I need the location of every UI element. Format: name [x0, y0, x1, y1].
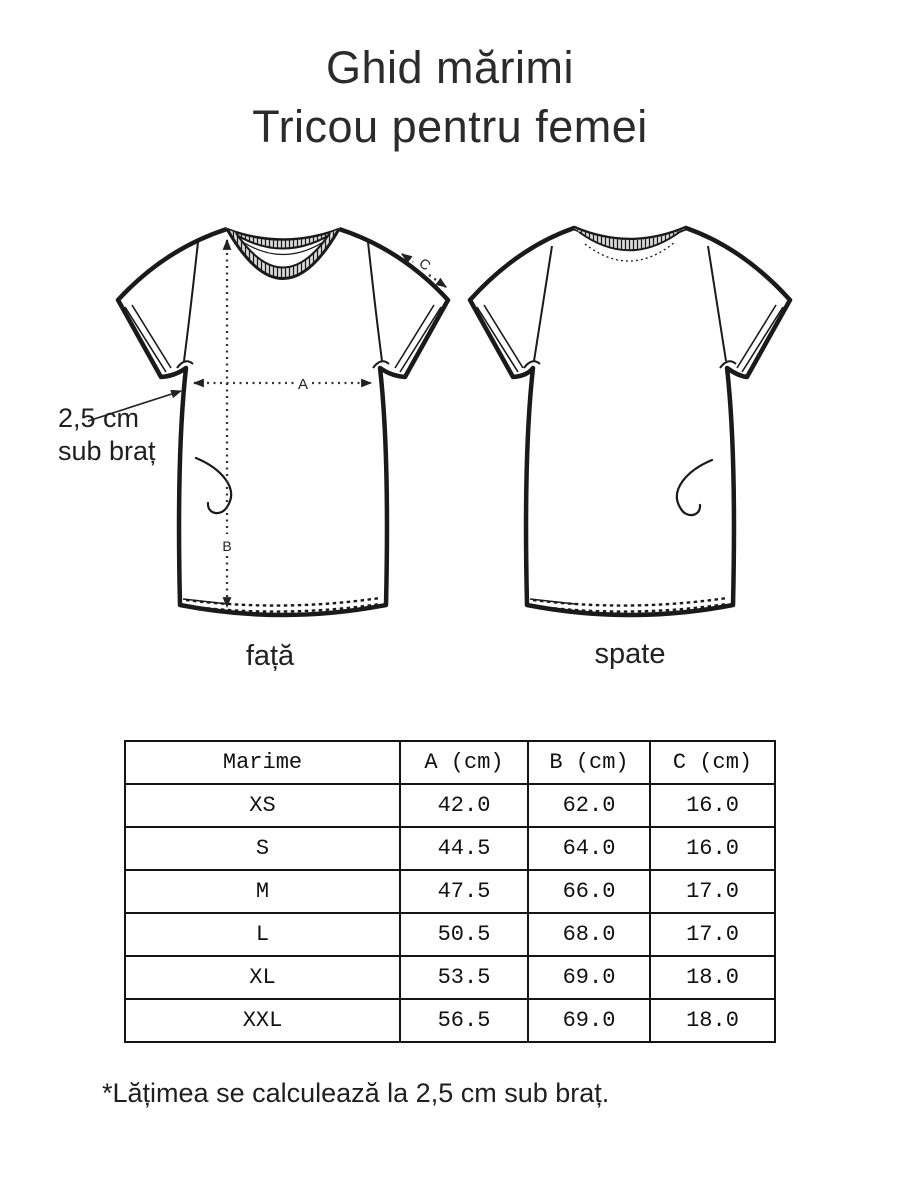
back-collar-rib — [574, 228, 686, 262]
table-row-xxl: XXL 56.5 69.0 18.0 — [124, 998, 776, 1043]
table-cell-b: 62.0 — [527, 783, 651, 828]
title-line-1: Ghid mărimi — [325, 42, 575, 93]
size-table: Marime A (cm) B (cm) C (cm) XS 42.0 62.0… — [124, 740, 776, 1043]
front-collar-rib — [225, 227, 341, 280]
table-cell-c: 18.0 — [649, 998, 776, 1043]
table-cell-size: L — [124, 912, 401, 957]
table-cell-size: XL — [124, 955, 401, 1000]
footnote: *Lățimea se calculează la 2,5 cm sub bra… — [102, 1078, 610, 1108]
measurement-line-a: A — [192, 376, 373, 393]
table-cell-a: 47.5 — [399, 869, 529, 914]
table-row-xl: XL 53.5 69.0 18.0 — [124, 955, 776, 1000]
underarm-annotation-arrow — [87, 389, 183, 422]
table-cell-a: 50.5 — [399, 912, 529, 957]
table-cell-b: 68.0 — [527, 912, 651, 957]
title-line-2: Tricou pentru femei — [252, 101, 648, 152]
underarm-annotation: 2,5 cm sub braț — [58, 402, 156, 468]
table-cell-a: 42.0 — [399, 783, 529, 828]
table-cell-c: 17.0 — [649, 912, 776, 957]
table-row-s: S 44.5 64.0 16.0 — [124, 826, 776, 871]
table-cell-c: 18.0 — [649, 955, 776, 1000]
table-cell-size: XS — [124, 783, 401, 828]
page-title: Ghid mărimi Tricou pentru femei — [0, 38, 900, 156]
table-cell-b: 66.0 — [527, 869, 651, 914]
front-shirt-illustration: B A C — [87, 226, 451, 618]
table-row-xs: XS 42.0 62.0 16.0 — [124, 783, 776, 828]
table-cell-a: 44.5 — [399, 826, 529, 871]
table-cell-b: 69.0 — [527, 955, 651, 1000]
table-cell-a: 53.5 — [399, 955, 529, 1000]
table-cell-b: 64.0 — [527, 826, 651, 871]
table-row-m: M 47.5 66.0 17.0 — [124, 869, 776, 914]
column-header-a: A (cm) — [399, 740, 529, 785]
annotation-line-1: 2,5 cm — [58, 403, 140, 433]
table-row-l: L 50.5 68.0 17.0 — [124, 912, 776, 957]
column-header-size: Marime — [124, 740, 401, 785]
table-cell-b: 69.0 — [527, 998, 651, 1043]
measurement-line-b: B — [222, 238, 232, 609]
table-cell-c: 16.0 — [649, 783, 776, 828]
measure-label-a: A — [298, 376, 308, 393]
table-cell-c: 17.0 — [649, 869, 776, 914]
table-cell-size: M — [124, 869, 401, 914]
table-cell-c: 16.0 — [649, 826, 776, 871]
size-table-header-row: Marime A (cm) B (cm) C (cm) — [124, 740, 776, 785]
table-cell-size: S — [124, 826, 401, 871]
table-cell-size: XXL — [124, 998, 401, 1043]
front-view-label: față — [245, 640, 295, 672]
table-cell-a: 56.5 — [399, 998, 529, 1043]
back-shirt-illustration — [467, 225, 793, 618]
column-header-c: C (cm) — [649, 740, 776, 785]
measure-label-b: B — [222, 538, 231, 554]
column-header-b: B (cm) — [527, 740, 651, 785]
annotation-line-2: sub braț — [58, 436, 156, 466]
back-view-label: spate — [594, 638, 666, 670]
